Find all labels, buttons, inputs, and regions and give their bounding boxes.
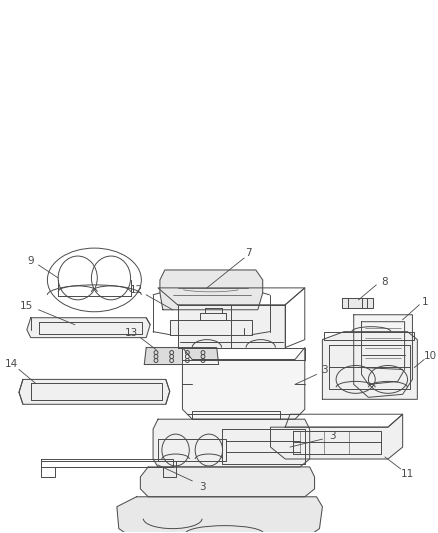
Text: 3: 3 — [329, 431, 336, 441]
Polygon shape — [144, 348, 219, 365]
Polygon shape — [153, 419, 310, 467]
Text: 11: 11 — [401, 469, 414, 479]
Text: 3: 3 — [321, 366, 328, 375]
Polygon shape — [271, 414, 403, 459]
Polygon shape — [342, 298, 373, 308]
Text: 1: 1 — [422, 297, 428, 307]
Text: 9: 9 — [28, 256, 34, 266]
Text: 14: 14 — [4, 359, 18, 369]
Text: 8: 8 — [382, 277, 389, 287]
Text: 13: 13 — [125, 328, 138, 337]
Polygon shape — [27, 318, 150, 337]
Polygon shape — [140, 467, 314, 497]
Polygon shape — [170, 320, 252, 335]
Text: 12: 12 — [130, 285, 143, 295]
Polygon shape — [322, 332, 417, 399]
Polygon shape — [117, 497, 322, 533]
Polygon shape — [19, 379, 170, 404]
Polygon shape — [160, 270, 263, 310]
Text: 15: 15 — [20, 301, 33, 311]
Text: 3: 3 — [199, 482, 205, 492]
Polygon shape — [354, 315, 413, 397]
Text: 10: 10 — [424, 351, 437, 360]
Polygon shape — [183, 348, 305, 419]
Polygon shape — [177, 305, 285, 348]
Text: 7: 7 — [245, 248, 251, 258]
